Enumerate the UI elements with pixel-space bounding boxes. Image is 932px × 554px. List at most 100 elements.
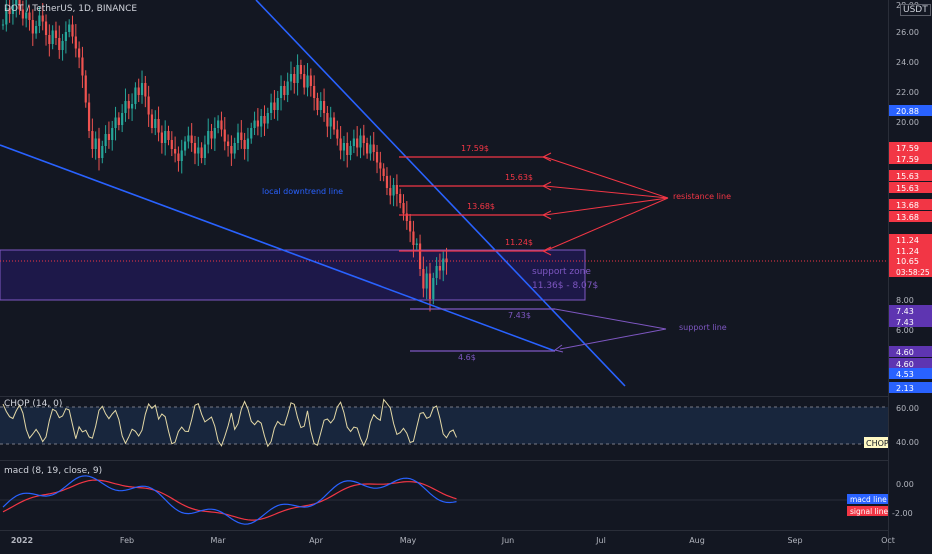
candle-body[interactable]	[415, 243, 418, 246]
candle-body[interactable]	[306, 75, 309, 88]
candle-body[interactable]	[58, 38, 61, 50]
candle-body[interactable]	[177, 153, 180, 162]
candle-body[interactable]	[210, 131, 213, 139]
candle-body[interactable]	[91, 131, 94, 149]
candle-body[interactable]	[256, 120, 259, 127]
candle-body[interactable]	[157, 119, 160, 133]
candle-body[interactable]	[180, 150, 183, 162]
candle-body[interactable]	[54, 30, 58, 39]
candle-body[interactable]	[409, 221, 412, 232]
candle-body[interactable]	[253, 120, 256, 129]
macd-title[interactable]: macd (8, 19, close, 9)	[4, 466, 103, 476]
candle-body[interactable]	[402, 203, 405, 214]
candle-body[interactable]	[366, 143, 369, 154]
candle-body[interactable]	[319, 101, 322, 110]
candle-body[interactable]	[385, 176, 389, 188]
candle-body[interactable]	[124, 101, 127, 113]
candle-body[interactable]	[362, 135, 365, 144]
candle-body[interactable]	[11, 5, 15, 14]
candle-body[interactable]	[97, 138, 101, 159]
local-downtrend-line[interactable]	[0, 144, 556, 352]
candle-body[interactable]	[5, 8, 8, 25]
candle-body[interactable]	[435, 266, 438, 278]
candle-body[interactable]	[1, 24, 5, 26]
candle-body[interactable]	[263, 116, 266, 124]
candle-body[interactable]	[21, 9, 24, 19]
candle-body[interactable]	[442, 258, 445, 271]
candle-body[interactable]	[428, 273, 432, 300]
candle-body[interactable]	[392, 185, 395, 196]
candle-body[interactable]	[81, 57, 84, 76]
candle-body[interactable]	[35, 26, 38, 34]
candle-body[interactable]	[372, 144, 375, 153]
candle-body[interactable]	[8, 8, 11, 14]
candle-body[interactable]	[174, 149, 177, 154]
candle-body[interactable]	[51, 30, 54, 45]
candle-body[interactable]	[230, 146, 233, 154]
candle-body[interactable]	[418, 243, 422, 270]
candle-body[interactable]	[336, 129, 339, 139]
candle-body[interactable]	[38, 15, 41, 27]
candle-body[interactable]	[339, 138, 342, 151]
candle-body[interactable]	[250, 128, 253, 139]
candle-body[interactable]	[445, 258, 448, 263]
candle-body[interactable]	[94, 138, 97, 150]
chop-title[interactable]: CHOP (14, 0)	[4, 399, 63, 409]
candle-body[interactable]	[375, 152, 379, 163]
candle-body[interactable]	[286, 81, 289, 96]
candle-body[interactable]	[147, 96, 150, 115]
candle-body[interactable]	[137, 87, 140, 96]
candle-body[interactable]	[68, 24, 71, 33]
candle-body[interactable]	[432, 278, 435, 299]
candle-body[interactable]	[289, 74, 293, 82]
candle-body[interactable]	[309, 75, 312, 87]
candle-body[interactable]	[359, 135, 362, 148]
candle-body[interactable]	[352, 138, 355, 147]
candle-body[interactable]	[150, 114, 154, 129]
candle-body[interactable]	[84, 75, 87, 103]
candle-body[interactable]	[326, 113, 329, 127]
candle-body[interactable]	[329, 117, 332, 127]
candle-body[interactable]	[87, 102, 91, 132]
candle-body[interactable]	[299, 65, 302, 74]
candle-body[interactable]	[223, 129, 226, 142]
candle-body[interactable]	[316, 98, 319, 110]
candle-body[interactable]	[342, 143, 346, 151]
candle-body[interactable]	[356, 138, 359, 148]
currency-label[interactable]: USDT	[900, 4, 931, 16]
candle-body[interactable]	[190, 135, 193, 144]
candle-body[interactable]	[213, 128, 216, 139]
candle-body[interactable]	[236, 132, 240, 144]
candle-body[interactable]	[183, 141, 187, 151]
candle-body[interactable]	[283, 86, 286, 95]
candle-body[interactable]	[74, 36, 77, 49]
candle-body[interactable]	[220, 120, 223, 130]
candle-body[interactable]	[399, 194, 402, 203]
candle-body[interactable]	[233, 143, 236, 154]
candle-body[interactable]	[140, 83, 144, 95]
candle-body[interactable]	[313, 86, 316, 98]
candle-body[interactable]	[18, 0, 21, 10]
major-downtrend-line[interactable]	[255, 0, 626, 387]
candle-body[interactable]	[382, 168, 385, 177]
candle-body[interactable]	[48, 35, 51, 44]
candle-body[interactable]	[379, 162, 382, 169]
candle-body[interactable]	[144, 83, 147, 97]
candle-body[interactable]	[226, 141, 230, 147]
candle-body[interactable]	[71, 24, 74, 37]
candle-body[interactable]	[369, 144, 372, 154]
candle-body[interactable]	[187, 135, 190, 142]
candle-body[interactable]	[101, 146, 104, 158]
candle-body[interactable]	[246, 138, 250, 150]
candle-body[interactable]	[243, 140, 246, 149]
candle-body[interactable]	[279, 86, 283, 98]
symbol-title[interactable]: DOT / TetherUS, 1D, BINANCE	[4, 4, 138, 14]
candle-body[interactable]	[389, 188, 392, 196]
candle-body[interactable]	[167, 131, 170, 140]
candle-body[interactable]	[276, 98, 279, 110]
candle-body[interactable]	[346, 143, 349, 155]
candle-body[interactable]	[64, 32, 67, 41]
candle-body[interactable]	[349, 146, 352, 155]
candle-body[interactable]	[15, 0, 18, 5]
